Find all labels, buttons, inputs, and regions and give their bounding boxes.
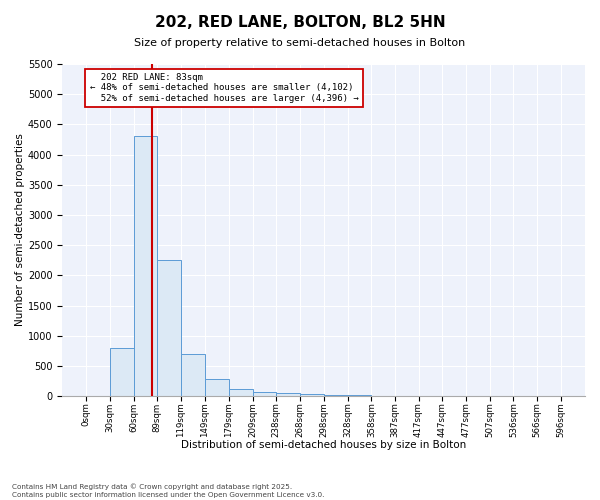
- Bar: [229, 388, 253, 396]
- Bar: [253, 392, 276, 396]
- Bar: [276, 393, 300, 396]
- Bar: [323, 395, 347, 396]
- Bar: [134, 136, 157, 396]
- Bar: [181, 354, 205, 396]
- Bar: [157, 260, 181, 396]
- Text: 202, RED LANE, BOLTON, BL2 5HN: 202, RED LANE, BOLTON, BL2 5HN: [155, 15, 445, 30]
- Bar: [300, 394, 323, 396]
- Text: Contains HM Land Registry data © Crown copyright and database right 2025.
Contai: Contains HM Land Registry data © Crown c…: [12, 484, 325, 498]
- Bar: [110, 348, 134, 396]
- Text: 202 RED LANE: 83sqm
← 48% of semi-detached houses are smaller (4,102)
  52% of s: 202 RED LANE: 83sqm ← 48% of semi-detach…: [90, 73, 359, 103]
- Text: Size of property relative to semi-detached houses in Bolton: Size of property relative to semi-detach…: [134, 38, 466, 48]
- Bar: [205, 380, 229, 396]
- X-axis label: Distribution of semi-detached houses by size in Bolton: Distribution of semi-detached houses by …: [181, 440, 466, 450]
- Y-axis label: Number of semi-detached properties: Number of semi-detached properties: [15, 134, 25, 326]
